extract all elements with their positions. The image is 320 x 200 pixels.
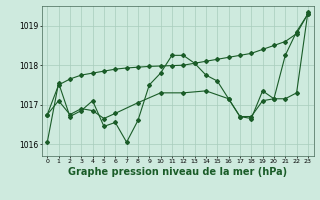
X-axis label: Graphe pression niveau de la mer (hPa): Graphe pression niveau de la mer (hPa) — [68, 167, 287, 177]
